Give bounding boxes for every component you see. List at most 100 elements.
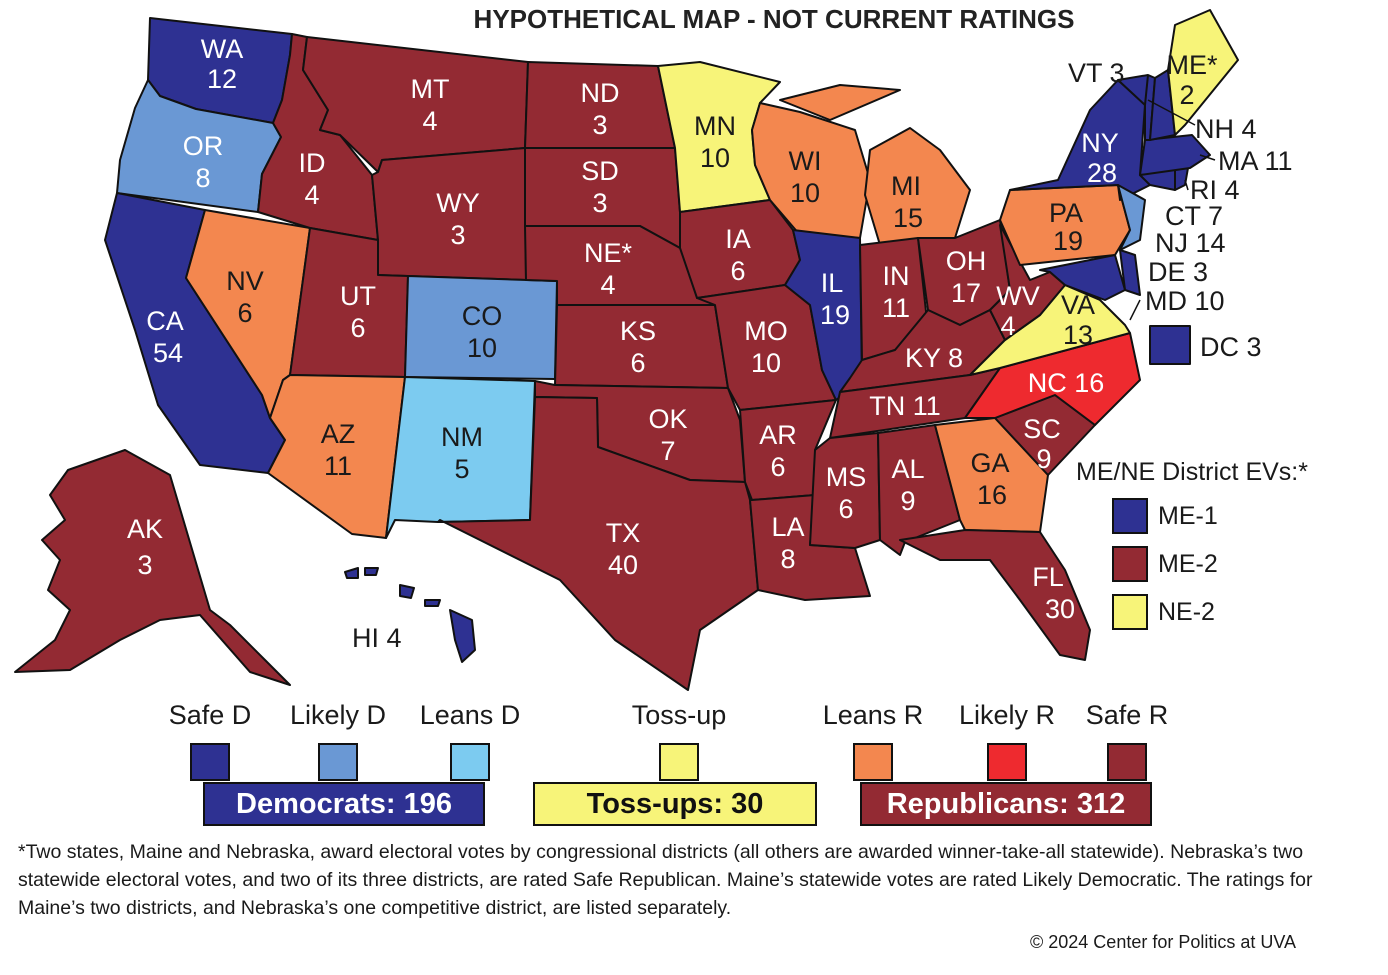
label-sc: SC [1023, 414, 1061, 444]
label-tx: TX [606, 518, 641, 548]
label-vt: VT 3 [1068, 58, 1125, 88]
map-title: HYPOTHETICAL MAP - NOT CURRENT RATINGS [473, 4, 1075, 34]
legend-leans-r: Leans R [798, 700, 948, 781]
ev-al: 9 [900, 486, 915, 516]
leader-md [1129, 299, 1141, 321]
state-de[interactable] [1119, 249, 1141, 296]
ev-co: 10 [467, 333, 497, 363]
label-wa: WA [201, 34, 244, 64]
total-tossups: Toss-ups: 30 [533, 782, 817, 826]
label-mo: MO [744, 316, 788, 346]
ev-la: 8 [780, 544, 795, 574]
legend-label-safe-d: Safe D [168, 700, 252, 730]
svg-text:NE*4: NE* 4 [584, 238, 633, 300]
ev-mn: 10 [700, 143, 730, 173]
ev-tx: 40 [608, 550, 638, 580]
label-in: IN [883, 261, 910, 291]
state-hi[interactable] [344, 567, 476, 663]
state-wv[interactable] [989, 224, 1066, 341]
label-ma: MA 11 [1218, 146, 1293, 176]
label-id: ID [299, 148, 326, 178]
ev-nv: 6 [237, 298, 252, 328]
label-ne: NE* [584, 238, 633, 268]
copyright: © 2024 Center for Politics at UVA [1030, 932, 1297, 952]
svg-text:ND3: ND 3 [581, 78, 620, 140]
label-ia: IA [725, 224, 751, 254]
label-mn: MN [694, 111, 736, 141]
state-ma[interactable] [1139, 134, 1211, 176]
total-democrats: Democrats: 196 [203, 782, 485, 826]
state-ak[interactable] [14, 449, 291, 686]
ev-az: 11 [324, 451, 352, 481]
legend-label-safe-r: Safe R [1085, 700, 1169, 730]
label-mi: MI [891, 171, 921, 201]
state-fl[interactable] [899, 529, 1091, 661]
state-ri[interactable] [1174, 167, 1189, 191]
legend-label-likely-r: Likely R [958, 700, 1056, 730]
footnote: *Two states, Maine and Nebraska, award e… [18, 841, 1313, 919]
label-ky: KY 8 [905, 343, 963, 373]
legend-swatch-leans-d [450, 743, 490, 781]
state-ny[interactable] [1009, 79, 1151, 201]
svg-text:LA8: LA 8 [771, 512, 804, 574]
ev-mo: 10 [751, 348, 781, 378]
svg-text:UT6: UT 6 [340, 281, 376, 343]
ev-wa: 12 [207, 64, 237, 94]
district-label-me2: ME-2 [1158, 549, 1218, 578]
ev-pa: 19 [1053, 226, 1083, 256]
label-wy: WY [436, 188, 480, 218]
state-me[interactable] [1167, 9, 1239, 136]
district-swatch-ne2 [1112, 594, 1148, 630]
label-ct: CT 7 [1165, 201, 1223, 231]
svg-text:IA6: IA 6 [725, 224, 751, 286]
ev-va: 13 [1063, 320, 1093, 350]
ev-id: 4 [304, 180, 319, 210]
label-ak: AK [127, 514, 163, 544]
label-nh: NH 4 [1195, 114, 1257, 144]
label-il: IL [821, 268, 844, 298]
ev-fl: 30 [1045, 594, 1075, 624]
legend-swatch-likely-r [987, 743, 1027, 781]
label-de: DE 3 [1148, 257, 1208, 287]
label-sd: SD [581, 156, 619, 186]
state-nj[interactable] [1117, 184, 1146, 251]
leader-ma [1199, 154, 1216, 161]
svg-text:SC9: SC 9 [1023, 414, 1061, 474]
ev-me: 2 [1179, 80, 1194, 110]
ev-ca: 54 [153, 338, 183, 368]
ev-wi: 10 [790, 178, 820, 208]
district-swatch-me2 [1112, 546, 1148, 582]
ev-ks: 6 [630, 348, 645, 378]
state-mi[interactable] [779, 84, 971, 246]
ev-sd: 3 [592, 188, 607, 218]
label-ga: GA [970, 448, 1009, 478]
svg-text:ME*2: ME* 2 [1166, 50, 1218, 110]
label-nj: NJ 14 [1155, 228, 1226, 258]
state-tx[interactable] [437, 396, 759, 691]
legend-likely-d: Likely D [263, 700, 413, 781]
state-md[interactable] [1039, 254, 1126, 301]
label-mt: MT [411, 74, 450, 104]
ev-nd: 3 [592, 110, 607, 140]
label-or: OR [183, 131, 224, 161]
legend-safe-r: Safe R [1052, 700, 1202, 781]
district-legend-ne2: NE-2 [1112, 594, 1215, 630]
state-dc[interactable] [1149, 325, 1191, 365]
label-ar: AR [759, 420, 797, 450]
label-la: LA [771, 512, 804, 542]
district-legend-me2: ME-2 [1112, 546, 1218, 582]
label-ca: CA [146, 306, 184, 336]
svg-text:WY3: WY 3 [436, 188, 480, 250]
ev-oh: 17 [951, 278, 981, 308]
svg-text:OK7: OK 7 [648, 404, 687, 466]
